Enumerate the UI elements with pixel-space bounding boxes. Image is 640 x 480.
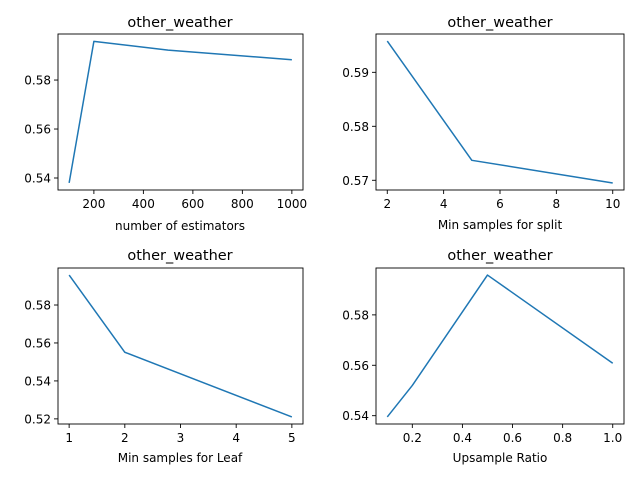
x-tick-label: 0.6 bbox=[503, 431, 522, 445]
y-tick-label: 0.54 bbox=[24, 374, 51, 388]
x-tick-label: 1.0 bbox=[603, 431, 622, 445]
y-tick-label: 0.58 bbox=[24, 74, 51, 88]
y-tick-label: 0.56 bbox=[342, 359, 369, 373]
x-tick-label: 4 bbox=[232, 431, 240, 445]
y-tick-label: 0.54 bbox=[24, 172, 51, 186]
subplot-upsample-ratio: other_weather 0.2 0.4 0.6 0.8 1.0 0.54 0.56 0.5… bbox=[342, 248, 625, 465]
y-tick-label: 0.58 bbox=[24, 299, 51, 313]
x-tick-label: 5 bbox=[288, 431, 296, 445]
x-tick-label: 3 bbox=[177, 431, 185, 445]
axes-frame bbox=[375, 33, 625, 191]
x-axis-label: number of estimators bbox=[115, 219, 245, 233]
y-tick-label: 0.56 bbox=[24, 336, 51, 350]
x-tick-label: 6 bbox=[496, 197, 504, 211]
y-tick-label: 0.57 bbox=[342, 174, 369, 188]
series-line bbox=[68, 274, 293, 418]
x-axis-label: Upsample Ratio bbox=[453, 451, 548, 465]
y-tick-label: 0.58 bbox=[342, 120, 369, 134]
subplot-title: other_weather bbox=[127, 248, 232, 264]
x-tick-label: 0.2 bbox=[403, 431, 422, 445]
x-tick-label: 1 bbox=[65, 431, 73, 445]
series-line bbox=[386, 40, 613, 184]
x-tick-label: 200 bbox=[82, 197, 105, 211]
x-tick-label: 4 bbox=[440, 197, 448, 211]
axes-frame bbox=[57, 267, 304, 425]
axes-frame bbox=[375, 267, 625, 425]
subplot-estimators: other_weather 200 400 600 800 1000 0.54 0.56 0.… bbox=[24, 15, 307, 233]
subplot-title: other_weather bbox=[447, 248, 552, 264]
y-tick-label: 0.59 bbox=[342, 66, 369, 80]
subplot-title: other_weather bbox=[127, 15, 232, 31]
x-tick-label: 0.8 bbox=[553, 431, 572, 445]
y-tick-label: 0.54 bbox=[342, 409, 369, 423]
series-line bbox=[68, 40, 292, 184]
x-tick-label: 1000 bbox=[277, 197, 308, 211]
x-tick-label: 10 bbox=[605, 197, 620, 211]
y-tick-label: 0.58 bbox=[342, 308, 369, 322]
x-axis-label: Min samples for Leaf bbox=[118, 451, 243, 465]
subplot-min-samples-split: other_weather 2 4 6 8 10 0.57 0.58 0.59 Min sam… bbox=[342, 15, 625, 232]
x-tick-label: 600 bbox=[181, 197, 204, 211]
subplot-min-samples-leaf: other_weather 1 2 3 4 5 0.52 0.54 0.56 0.58 Min … bbox=[24, 248, 304, 465]
x-tick-label: 2 bbox=[121, 431, 129, 445]
x-tick-label: 8 bbox=[553, 197, 561, 211]
x-tick-label: 2 bbox=[383, 197, 391, 211]
axes-frame bbox=[57, 33, 304, 191]
subplot-title: other_weather bbox=[447, 15, 552, 31]
x-tick-label: 800 bbox=[231, 197, 254, 211]
x-axis-label: Min samples for split bbox=[438, 218, 563, 232]
x-tick-label: 400 bbox=[132, 197, 155, 211]
series-line bbox=[386, 274, 614, 418]
y-tick-label: 0.52 bbox=[24, 412, 51, 426]
x-tick-label: 0.4 bbox=[453, 431, 472, 445]
y-tick-label: 0.56 bbox=[24, 123, 51, 137]
